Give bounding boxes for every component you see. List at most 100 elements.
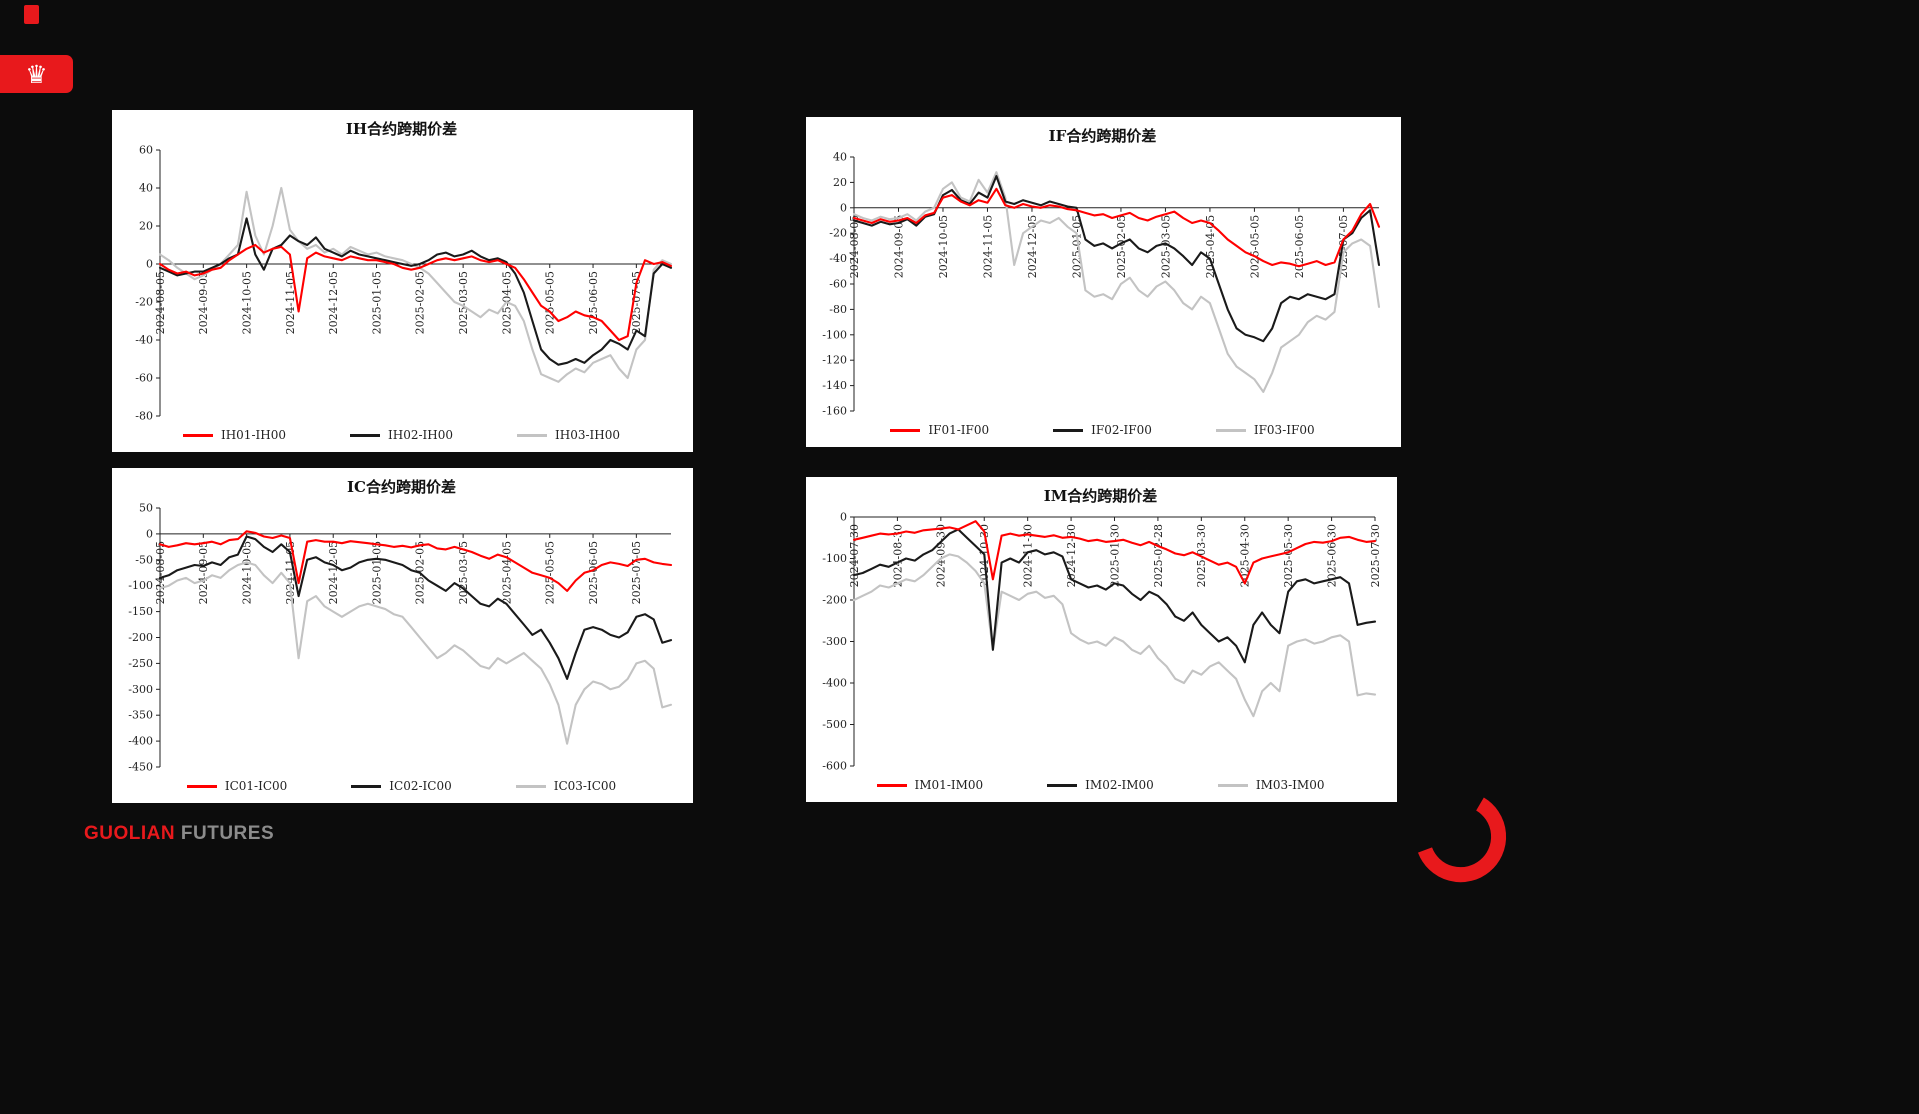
legend-swatch [186, 784, 217, 788]
svg-text:2025-03-05: 2025-03-05 [457, 271, 470, 334]
svg-text:-50: -50 [135, 553, 153, 566]
svg-text:2025-05-05: 2025-05-05 [544, 541, 557, 604]
svg-text:-500: -500 [822, 718, 847, 731]
legend-item: IF03-IF00 [1215, 423, 1315, 437]
svg-text:2025-03-05: 2025-03-05 [457, 541, 470, 604]
footer-logo: GUOLIAN FUTURES [84, 823, 274, 845]
svg-text:2025-04-05: 2025-04-05 [500, 541, 513, 604]
svg-text:-250: -250 [128, 657, 153, 670]
svg-text:2025-02-05: 2025-02-05 [414, 271, 427, 334]
svg-text:-40: -40 [829, 252, 847, 265]
svg-text:50: 50 [139, 502, 153, 515]
chart-plot-if: 40 20 0 -20 -40 -60 -80 -100 -120 -140 -160 2024-08… [822, 151, 1381, 417]
svg-text:-200: -200 [822, 594, 847, 607]
legend-item: IM01-IM00 [876, 778, 984, 792]
svg-text:2025-01-05: 2025-01-05 [370, 541, 383, 604]
chart-plot-ic: 50 0 -50 -100 -150 -200 -250 -300 -350 -400 -450 20… [128, 502, 673, 773]
footer-logo-primary: GUOLIAN [84, 823, 181, 844]
svg-text:2025-07-30: 2025-07-30 [1369, 524, 1382, 587]
svg-text:-150: -150 [128, 605, 153, 618]
svg-text:-100: -100 [128, 579, 153, 592]
legend-swatch [517, 433, 547, 437]
svg-text:-20: -20 [135, 296, 153, 309]
svg-text:-600: -600 [822, 760, 847, 773]
legend-swatch [1053, 428, 1084, 432]
crown-icon: ♛ [25, 59, 48, 89]
svg-text:-100: -100 [822, 328, 847, 341]
legend-swatch [182, 433, 213, 437]
legend-swatch [876, 783, 907, 787]
svg-text:2024-08-30: 2024-08-30 [891, 524, 904, 587]
legend-item: IH01-IH00 [182, 428, 286, 442]
chart-legend-ic: IC01-IC00 IC02-IC00 IC03-IC00 [116, 773, 687, 799]
svg-text:2024-09-05: 2024-09-05 [197, 541, 210, 604]
svg-text:2024-12-05: 2024-12-05 [1026, 215, 1039, 278]
legend-swatch [1217, 783, 1248, 787]
svg-text:2024-12-05: 2024-12-05 [327, 541, 340, 604]
legend-item: IF02-IF00 [1053, 423, 1152, 437]
svg-text:-60: -60 [829, 278, 847, 291]
legend-item: IH03-IH00 [517, 428, 620, 442]
chart-title-ih: IH合约跨期价差 [345, 120, 458, 138]
svg-text:2025-01-05: 2025-01-05 [370, 271, 383, 334]
legend-label: IF03-IF00 [1253, 423, 1315, 437]
svg-text:2024-07-30: 2024-07-30 [848, 524, 861, 587]
svg-text:2025-05-30: 2025-05-30 [1282, 524, 1295, 587]
chart-panel-ic: IC合约跨期价差 50 0 -50 -100 -150 -200 -250 -300 -350 -… [112, 468, 693, 803]
brand-crown-badge: ♛ [0, 55, 73, 93]
legend-label: IM03-IM00 [1255, 778, 1325, 792]
arc-path [1417, 797, 1507, 883]
svg-text:2025-06-05: 2025-06-05 [587, 541, 600, 604]
svg-text:-80: -80 [829, 303, 847, 316]
svg-text:2024-09-05: 2024-09-05 [892, 215, 905, 278]
svg-text:-300: -300 [128, 683, 153, 696]
svg-text:2025-01-30: 2025-01-30 [1108, 524, 1121, 587]
svg-text:20: 20 [139, 220, 153, 233]
chart-legend-im: IM01-IM00 IM02-IM00 IM03-IM00 [810, 772, 1391, 798]
chart-panel-ih: IH合约跨期价差 60 40 20 0 -20 -40 -60 -80 2024-08-05 20… [112, 110, 693, 452]
legend-swatch [349, 433, 380, 437]
arc-icon [1417, 797, 1507, 883]
legend-item: IC03-IC00 [515, 779, 616, 793]
svg-text:2024-08-05: 2024-08-05 [154, 541, 167, 604]
chart-title-if: IF合约跨期价差 [1048, 127, 1157, 145]
svg-text:-200: -200 [128, 631, 153, 644]
legend-swatch [1047, 783, 1078, 787]
svg-text:-40: -40 [135, 334, 153, 347]
svg-text:2024-11-05: 2024-11-05 [981, 215, 994, 278]
svg-text:2025-05-05: 2025-05-05 [1248, 215, 1261, 278]
svg-text:-140: -140 [822, 379, 847, 392]
legend-swatch [890, 428, 921, 432]
legend-label: IM01-IM00 [914, 778, 984, 792]
footer-logo-secondary: FUTURES [180, 823, 275, 844]
svg-text:2025-02-05: 2025-02-05 [1115, 215, 1128, 278]
svg-text:0: 0 [146, 258, 153, 271]
svg-text:2024-10-05: 2024-10-05 [240, 271, 253, 334]
svg-text:-20: -20 [829, 227, 847, 240]
svg-text:2024-08-05: 2024-08-05 [848, 215, 861, 278]
legend-label: IM02-IM00 [1085, 778, 1154, 792]
svg-text:2024-10-05: 2024-10-05 [240, 541, 253, 604]
svg-text:-300: -300 [822, 635, 847, 648]
svg-text:-120: -120 [822, 354, 847, 367]
svg-text:0: 0 [840, 511, 847, 524]
chart-legend-if: IF01-IF00 IF02-IF00 IF03-IF00 [810, 417, 1395, 443]
legend-item: IC02-IC00 [351, 779, 452, 793]
svg-text:2024-12-05: 2024-12-05 [327, 271, 340, 334]
legend-swatch [351, 784, 382, 788]
svg-text:-100: -100 [822, 552, 847, 565]
legend-item: IF01-IF00 [890, 423, 989, 437]
legend-swatch [1215, 428, 1246, 432]
svg-text:-350: -350 [128, 709, 153, 722]
svg-text:0: 0 [146, 527, 153, 540]
chart-plot-ih: 60 40 20 0 -20 -40 -60 -80 2024-08-05 2024-09-05 2… [135, 144, 673, 422]
chart-panel-im: IM合约跨期价差 0 -100 -200 -300 -400 -500 -600 2024-0… [806, 477, 1397, 802]
svg-text:-400: -400 [822, 677, 847, 690]
legend-label: IF01-IF00 [928, 423, 990, 437]
svg-text:2024-10-05: 2024-10-05 [937, 215, 950, 278]
legend-label: IC01-IC00 [224, 779, 288, 793]
legend-label: IH03-IH00 [555, 428, 621, 442]
svg-text:2025-03-05: 2025-03-05 [1159, 215, 1172, 278]
svg-text:2024-11-05: 2024-11-05 [284, 271, 297, 334]
chart-plot-im: 0 -100 -200 -300 -400 -500 -600 2024-07-30 2024-… [822, 511, 1382, 773]
